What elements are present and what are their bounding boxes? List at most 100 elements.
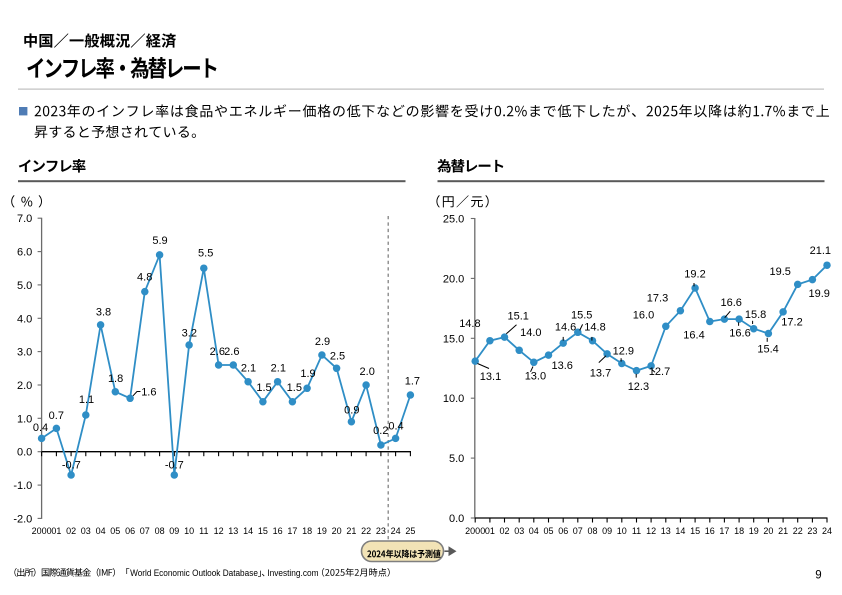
svg-text:02: 02 [66,526,76,536]
svg-text:5.0: 5.0 [17,280,32,292]
svg-text:12.3: 12.3 [628,381,649,393]
svg-text:13.1: 13.1 [480,371,501,383]
svg-text:9: 9 [815,570,821,582]
svg-text:06: 06 [558,526,568,536]
svg-text:19.2: 19.2 [684,268,705,280]
svg-text:14.8: 14.8 [459,318,480,330]
svg-text:22: 22 [793,526,803,536]
svg-text:World Economic Outlook Databas: World Economic Outlook Database [130,568,258,578]
svg-text:14.0: 14.0 [520,327,541,339]
svg-text:03: 03 [81,526,91,536]
svg-text:02: 02 [499,526,509,536]
svg-text:10: 10 [184,526,194,536]
svg-text:07: 07 [140,526,150,536]
svg-text:3.8: 3.8 [96,306,111,318]
svg-text:-0.7: -0.7 [62,459,81,471]
svg-text:2000: 2000 [465,526,485,536]
svg-text:0.0: 0.0 [17,447,32,459]
svg-text:13.6: 13.6 [551,360,572,372]
svg-text:14.6: 14.6 [555,322,576,334]
svg-text:15: 15 [258,526,268,536]
svg-text:08: 08 [587,526,597,536]
svg-text:18: 18 [734,526,744,536]
svg-text:2.0: 2.0 [360,366,375,378]
svg-text:2.6: 2.6 [210,346,225,358]
svg-text:0.2: 0.2 [373,425,388,437]
svg-text:7.0: 7.0 [17,213,32,225]
svg-text:5.0: 5.0 [449,453,464,465]
svg-text:09: 09 [169,526,179,536]
svg-text:2.0: 2.0 [17,380,32,392]
svg-text:19: 19 [317,526,327,536]
svg-text:19: 19 [749,526,759,536]
svg-text:0.0: 0.0 [449,513,464,525]
svg-text:15.4: 15.4 [757,343,778,355]
svg-text:-1.0: -1.0 [13,480,32,492]
svg-text:16.6: 16.6 [720,297,741,309]
svg-text:25.0: 25.0 [443,214,464,226]
svg-text:20: 20 [763,526,773,536]
svg-text:06: 06 [125,526,135,536]
svg-text:19.9: 19.9 [808,288,829,300]
svg-text:3.2: 3.2 [182,328,197,340]
svg-text:20: 20 [332,526,342,536]
svg-text:04: 04 [529,526,539,536]
svg-text:1.6: 1.6 [141,387,156,399]
svg-text:01: 01 [485,526,495,536]
svg-text:05: 05 [543,526,553,536]
svg-text:14.8: 14.8 [584,322,605,334]
svg-text:07: 07 [573,526,583,536]
svg-text:2.9: 2.9 [315,336,330,348]
svg-text:2000: 2000 [32,526,52,536]
svg-text:-0.7: -0.7 [165,459,184,471]
svg-text:3.0: 3.0 [17,347,32,359]
svg-text:12.7: 12.7 [649,366,670,378]
svg-text:24: 24 [391,526,401,536]
svg-text:5.5: 5.5 [198,247,213,259]
svg-text:16.6: 16.6 [729,328,750,340]
svg-text:14: 14 [243,526,253,536]
svg-text:09: 09 [602,526,612,536]
svg-text:16.4: 16.4 [683,329,704,341]
svg-text:0.4: 0.4 [33,422,48,434]
svg-text:1.9: 1.9 [300,368,315,380]
svg-text:18: 18 [302,526,312,536]
svg-text:4.8: 4.8 [137,272,152,284]
svg-text:23: 23 [807,526,817,536]
svg-text:16: 16 [273,526,283,536]
svg-text:20.0: 20.0 [443,273,464,285]
svg-text:0.7: 0.7 [49,410,64,422]
svg-text:04: 04 [96,526,106,536]
svg-text:13: 13 [228,526,238,536]
svg-text:1.8: 1.8 [108,373,123,385]
svg-text:23: 23 [376,526,386,536]
svg-text:21: 21 [346,526,356,536]
svg-text:10: 10 [617,526,627,536]
svg-text:6.0: 6.0 [17,247,32,259]
svg-text:2.1: 2.1 [271,362,286,374]
svg-text:2.6: 2.6 [224,346,239,358]
svg-text:2.1: 2.1 [241,362,256,374]
svg-text:03: 03 [514,526,524,536]
svg-text:11: 11 [199,526,208,536]
svg-text:1.7: 1.7 [405,376,420,388]
svg-text:24: 24 [822,526,832,536]
svg-text:17.2: 17.2 [781,317,802,329]
svg-text:1.5: 1.5 [287,382,302,394]
svg-text:16: 16 [705,526,715,536]
svg-text:15.0: 15.0 [443,333,464,345]
svg-text:01: 01 [51,526,61,536]
svg-text:15: 15 [690,526,700,536]
svg-text:25: 25 [405,526,415,536]
svg-text:08: 08 [155,526,165,536]
svg-text:21.1: 21.1 [810,245,831,257]
svg-text:4.0: 4.0 [17,313,32,325]
svg-text:5.9: 5.9 [152,235,167,247]
svg-text:15.8: 15.8 [745,309,766,321]
svg-text:2.5: 2.5 [330,351,345,363]
svg-text:12: 12 [646,526,656,536]
svg-text:21: 21 [778,526,788,536]
svg-text:14: 14 [675,526,685,536]
svg-text:05: 05 [110,526,120,536]
svg-text:17: 17 [719,526,729,536]
